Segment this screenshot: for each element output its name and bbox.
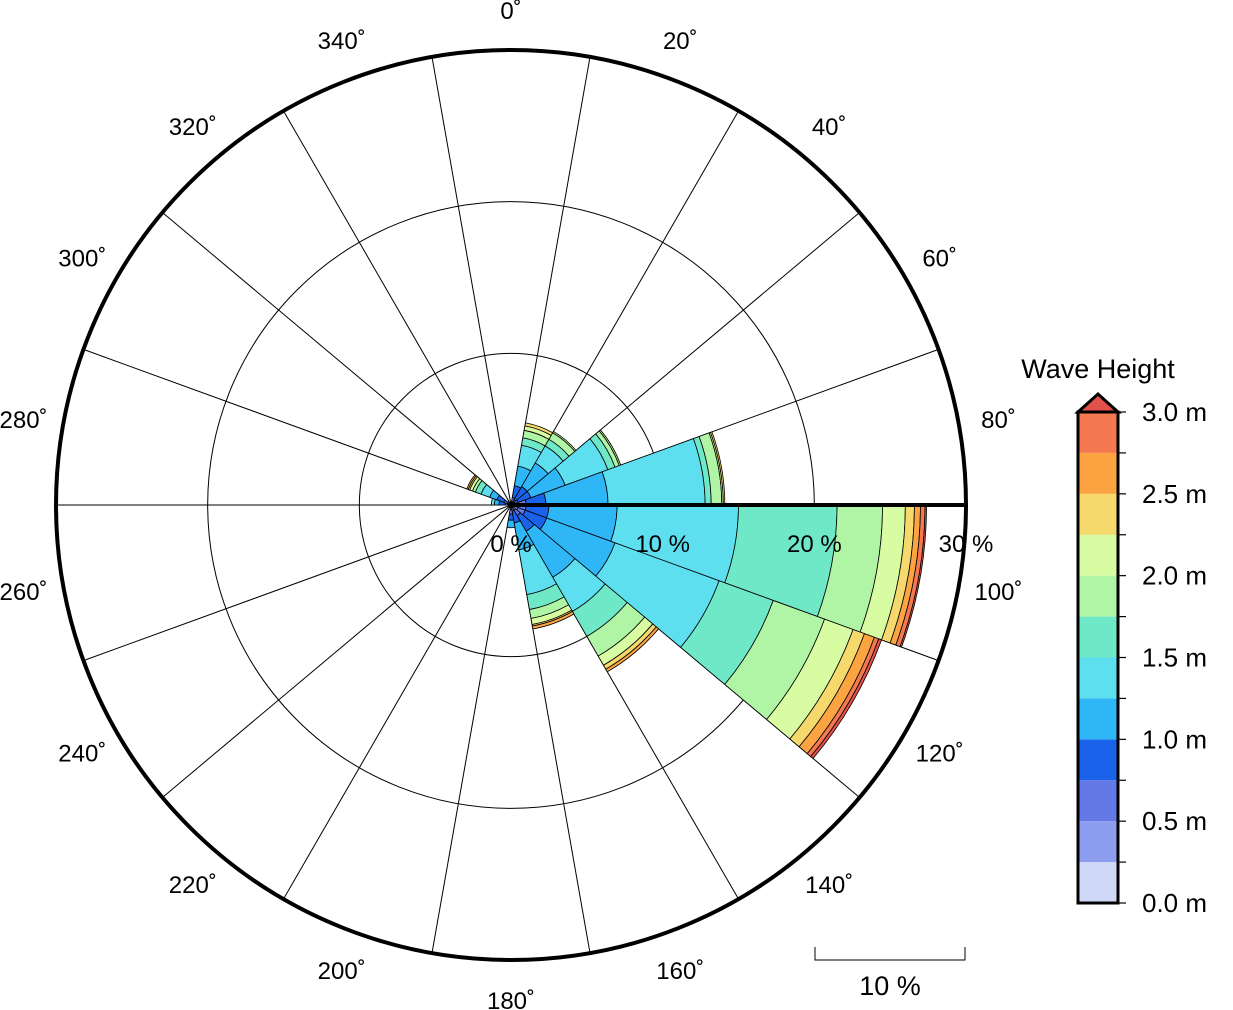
sector-bin [531, 610, 575, 630]
colorbar-label: 1.0 m [1142, 724, 1207, 754]
sector-120 [510, 504, 883, 760]
wave-rose-sectors [466, 422, 927, 760]
direction-tick-label: 260˚ [0, 579, 48, 606]
colorbar: Wave Height 3.0 m 2.5 m 2.0 m 1.5 m 1.0 m 0.5… [1021, 354, 1207, 918]
scale-bar-label: 10 % [859, 971, 921, 1001]
radial-spoke [162, 212, 512, 506]
direction-tick-label: 100˚ [974, 579, 1022, 606]
sector-bin [509, 505, 512, 507]
colorbar-swatches: 3.0 m 2.5 m 2.0 m 1.5 m 1.0 m 0.5 m 0.0 m [1074, 391, 1207, 918]
sector-300 [466, 474, 512, 506]
colorbar-label: 1.5 m [1142, 643, 1207, 673]
direction-tick-label: 80˚ [981, 407, 1016, 434]
radial-spoke [83, 504, 512, 662]
polar-frame [54, 48, 968, 962]
colorbar-label: 2.5 m [1142, 479, 1207, 509]
sector-bin [601, 438, 706, 506]
radial-spoke [283, 504, 512, 900]
sector-140 [510, 504, 660, 673]
direction-tick-label: 340˚ [318, 28, 366, 55]
radial-spoke [283, 110, 512, 506]
colorbar-swatch [1078, 739, 1118, 781]
colorbar-swatch [1078, 616, 1118, 658]
sector-80 [510, 431, 726, 506]
colorbar-swatch [1078, 698, 1118, 740]
colorbar-label: 0.5 m [1142, 806, 1207, 836]
colorbar-label: 0.0 m [1142, 888, 1207, 918]
colorbar-title: Wave Height [1021, 354, 1175, 384]
direction-tick-label: 320˚ [169, 114, 217, 141]
radial-spoke [83, 348, 512, 506]
sector-bin [810, 638, 883, 760]
sector-bin [899, 504, 927, 648]
radial-spoke [431, 504, 512, 954]
direction-tick-label: 180˚ [487, 988, 535, 1010]
direction-tick-label: 200˚ [318, 958, 366, 985]
direction-tick-label: 20˚ [663, 28, 698, 55]
radial-tick-label: 10 % [635, 531, 690, 558]
colorbar-swatch [1078, 780, 1118, 822]
sector-bin [605, 626, 660, 673]
radial-spoke [431, 56, 512, 506]
sector-bin [507, 513, 515, 521]
sector-bin [509, 503, 512, 505]
direction-tick-label: 160˚ [656, 958, 704, 985]
sector-100 [510, 504, 927, 648]
direction-tick-label: 300˚ [58, 246, 106, 273]
direction-tick-label: 120˚ [916, 741, 964, 768]
colorbar-swatch [1078, 657, 1118, 699]
radial-tick-label: 0 % [490, 531, 531, 558]
direction-tick-label: 40˚ [812, 114, 847, 141]
direction-tick-label: 220˚ [169, 872, 217, 899]
sector-bin [506, 519, 516, 529]
colorbar-label: 2.0 m [1142, 561, 1207, 591]
sector-340 [509, 503, 512, 506]
colorbar-swatch [1078, 493, 1118, 535]
axis-labels: 0˚ 20˚ 40˚ 60˚ 80˚ 100˚ 120˚ 140˚ 160˚ 180˚ 200˚ 22… [0, 0, 1023, 1010]
radial-tick-label: 20 % [787, 531, 842, 558]
direction-tick-label: 0˚ [500, 0, 521, 25]
direction-tick-label: 280˚ [0, 407, 48, 434]
sector-bin [508, 509, 514, 515]
sector-20 [510, 422, 554, 506]
colorbar-extend-arrow [1074, 391, 1122, 414]
direction-tick-label: 240˚ [58, 741, 106, 768]
radial-spoke [162, 504, 512, 798]
direction-tick-label: 140˚ [805, 872, 853, 899]
colorbar-swatch [1078, 821, 1118, 863]
scale-bar-line [814, 947, 966, 961]
colorbar-swatch [1078, 452, 1118, 494]
sector-bin [466, 474, 477, 490]
scale-bar: 10 % [814, 947, 966, 1001]
colorbar-swatch [1078, 412, 1118, 453]
colorbar-label: 3.0 m [1142, 397, 1207, 427]
colorbar-swatch [1078, 575, 1118, 617]
colorbar-swatch [1078, 862, 1118, 903]
direction-tick-label: 60˚ [922, 246, 957, 273]
colorbar-swatch [1078, 534, 1118, 576]
radial-tick-label: 30 % [939, 531, 994, 558]
sector-180 [506, 504, 516, 529]
